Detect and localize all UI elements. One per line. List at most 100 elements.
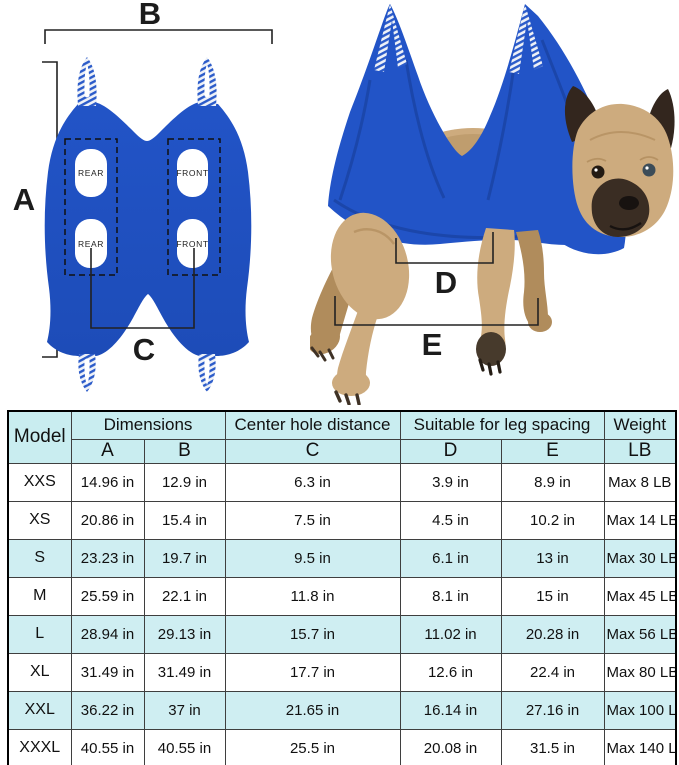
flat-hammock-diagram: B A REAR FRONT <box>13 0 273 392</box>
cell-d: 12.6 in <box>399 652 502 692</box>
table-row: L 28.94 in 29.13 in 15.7 in 11.02 in 20.28 in… <box>7 614 677 654</box>
cell-a: 36.22 in <box>70 690 145 730</box>
table-row: XS 20.86 in 15.4 in 7.5 in 4.5 in 10.2 in Max … <box>7 500 677 540</box>
dimension-bracket-e: E <box>334 296 539 362</box>
cell-c: 9.5 in <box>224 538 401 578</box>
dog-left-eye <box>591 165 605 179</box>
cell-b: 22.1 in <box>143 576 226 616</box>
hole-label-front-bottom: FRONT <box>176 239 208 249</box>
cell-e: 13 in <box>500 538 605 578</box>
cell-weight: Max 80 LB <box>603 652 677 692</box>
cell-a: 40.55 in <box>70 728 145 765</box>
header-group-center-hole-distance: Center hole distance <box>224 410 401 440</box>
cell-model: XXL <box>7 690 72 730</box>
dimension-bracket-b: B <box>44 0 273 44</box>
table-row: XXS 14.96 in 12.9 in 6.3 in 3.9 in 8.9 in Max … <box>7 462 677 502</box>
header-col-lb: LB <box>603 438 677 464</box>
cell-model: S <box>7 538 72 578</box>
cell-e: 22.4 in <box>500 652 605 692</box>
table-row: XXL 36.22 in 37 in 21.65 in 16.14 in 27.16 in… <box>7 690 677 730</box>
cell-weight: Max 140 LB <box>603 728 677 765</box>
cell-b: 37 in <box>143 690 226 730</box>
cell-d: 3.9 in <box>399 462 502 502</box>
cell-c: 17.7 in <box>224 652 401 692</box>
hanging-straps <box>374 4 543 74</box>
dimension-bracket-c: C <box>90 248 195 367</box>
cell-e: 31.5 in <box>500 728 605 765</box>
cell-d: 8.1 in <box>399 576 502 616</box>
table-row: XL 31.49 in 31.49 in 17.7 in 12.6 in 22.4 in M… <box>7 652 677 692</box>
cell-e: 8.9 in <box>500 462 605 502</box>
cell-e: 15 in <box>500 576 605 616</box>
cell-model: M <box>7 576 72 616</box>
cell-a: 25.59 in <box>70 576 145 616</box>
dimension-label-c: C <box>133 332 155 367</box>
cell-c: 25.5 in <box>224 728 401 765</box>
dimension-label-b: B <box>139 0 161 31</box>
cell-b: 15.4 in <box>143 500 226 540</box>
hole-label-rear-top: REAR <box>78 168 104 178</box>
cell-weight: Max 8 LB <box>603 462 677 502</box>
cell-model: XL <box>7 652 72 692</box>
cell-weight: Max 30 LB <box>603 538 677 578</box>
cell-c: 7.5 in <box>224 500 401 540</box>
cell-e: 10.2 in <box>500 500 605 540</box>
cell-c: 15.7 in <box>224 614 401 654</box>
hole-label-rear-bottom: REAR <box>78 239 104 249</box>
cell-weight: Max 45 LB <box>603 576 677 616</box>
cell-d: 11.02 in <box>399 614 502 654</box>
dog-head <box>564 86 675 237</box>
dog-muzzle <box>591 178 650 237</box>
dog-legs <box>310 212 552 405</box>
dog-right-eye <box>642 163 656 177</box>
dog-in-hammock-photo: D E <box>310 4 675 405</box>
dimension-label-e: E <box>422 327 443 362</box>
cell-d: 20.08 in <box>399 728 502 765</box>
dog-nose <box>619 196 639 210</box>
cell-a: 14.96 in <box>70 462 145 502</box>
header-col-b: B <box>143 438 226 464</box>
cell-weight: Max 56 LB <box>603 614 677 654</box>
table-row: S 23.23 in 19.7 in 9.5 in 6.1 in 13 in Max 30 … <box>7 538 677 578</box>
size-table-header: Model Dimensions Center hole distance Su… <box>7 410 677 464</box>
cell-a: 20.86 in <box>70 500 145 540</box>
dimension-label-d: D <box>435 265 457 300</box>
cell-b: 19.7 in <box>143 538 226 578</box>
table-row: XXXL 40.55 in 40.55 in 25.5 in 20.08 in 31.5 … <box>7 728 677 765</box>
header-col-e: E <box>500 438 605 464</box>
size-chart-table: Model Dimensions Center hole distance Su… <box>7 410 678 765</box>
size-table-body: XXS 14.96 in 12.9 in 6.3 in 3.9 in 8.9 in Max … <box>7 462 677 765</box>
cell-a: 31.49 in <box>70 652 145 692</box>
cell-b: 29.13 in <box>143 614 226 654</box>
header-group-dimensions: Dimensions <box>70 410 226 440</box>
cell-weight: Max 14 LB <box>603 500 677 540</box>
cell-model: XXS <box>7 462 72 502</box>
cell-d: 16.14 in <box>399 690 502 730</box>
cell-weight: Max 100 LB <box>603 690 677 730</box>
hole-label-front-top: FRONT <box>176 168 208 178</box>
header-col-a: A <box>70 438 145 464</box>
cell-model: XXXL <box>7 728 72 765</box>
leg-holes: REAR FRONT REAR FRONT <box>75 149 208 268</box>
cell-b: 12.9 in <box>143 462 226 502</box>
cell-e: 27.16 in <box>500 690 605 730</box>
cell-d: 4.5 in <box>399 500 502 540</box>
cell-c: 11.8 in <box>224 576 401 616</box>
dimension-label-a: A <box>13 182 35 217</box>
header-model: Model <box>7 410 72 464</box>
table-row: M 25.59 in 22.1 in 11.8 in 8.1 in 15 in Max 45… <box>7 576 677 616</box>
cell-model: L <box>7 614 72 654</box>
dimension-bracket-d: D <box>395 232 494 300</box>
cell-model: XS <box>7 500 72 540</box>
cell-a: 23.23 in <box>70 538 145 578</box>
header-col-c: C <box>224 438 401 464</box>
cell-a: 28.94 in <box>70 614 145 654</box>
cell-e: 20.28 in <box>500 614 605 654</box>
cell-b: 31.49 in <box>143 652 226 692</box>
header-group-weight: Weight <box>603 410 677 440</box>
cell-b: 40.55 in <box>143 728 226 765</box>
header-group-leg-spacing: Suitable for leg spacing <box>399 410 605 440</box>
cell-c: 6.3 in <box>224 462 401 502</box>
hammock-straps <box>77 57 217 392</box>
